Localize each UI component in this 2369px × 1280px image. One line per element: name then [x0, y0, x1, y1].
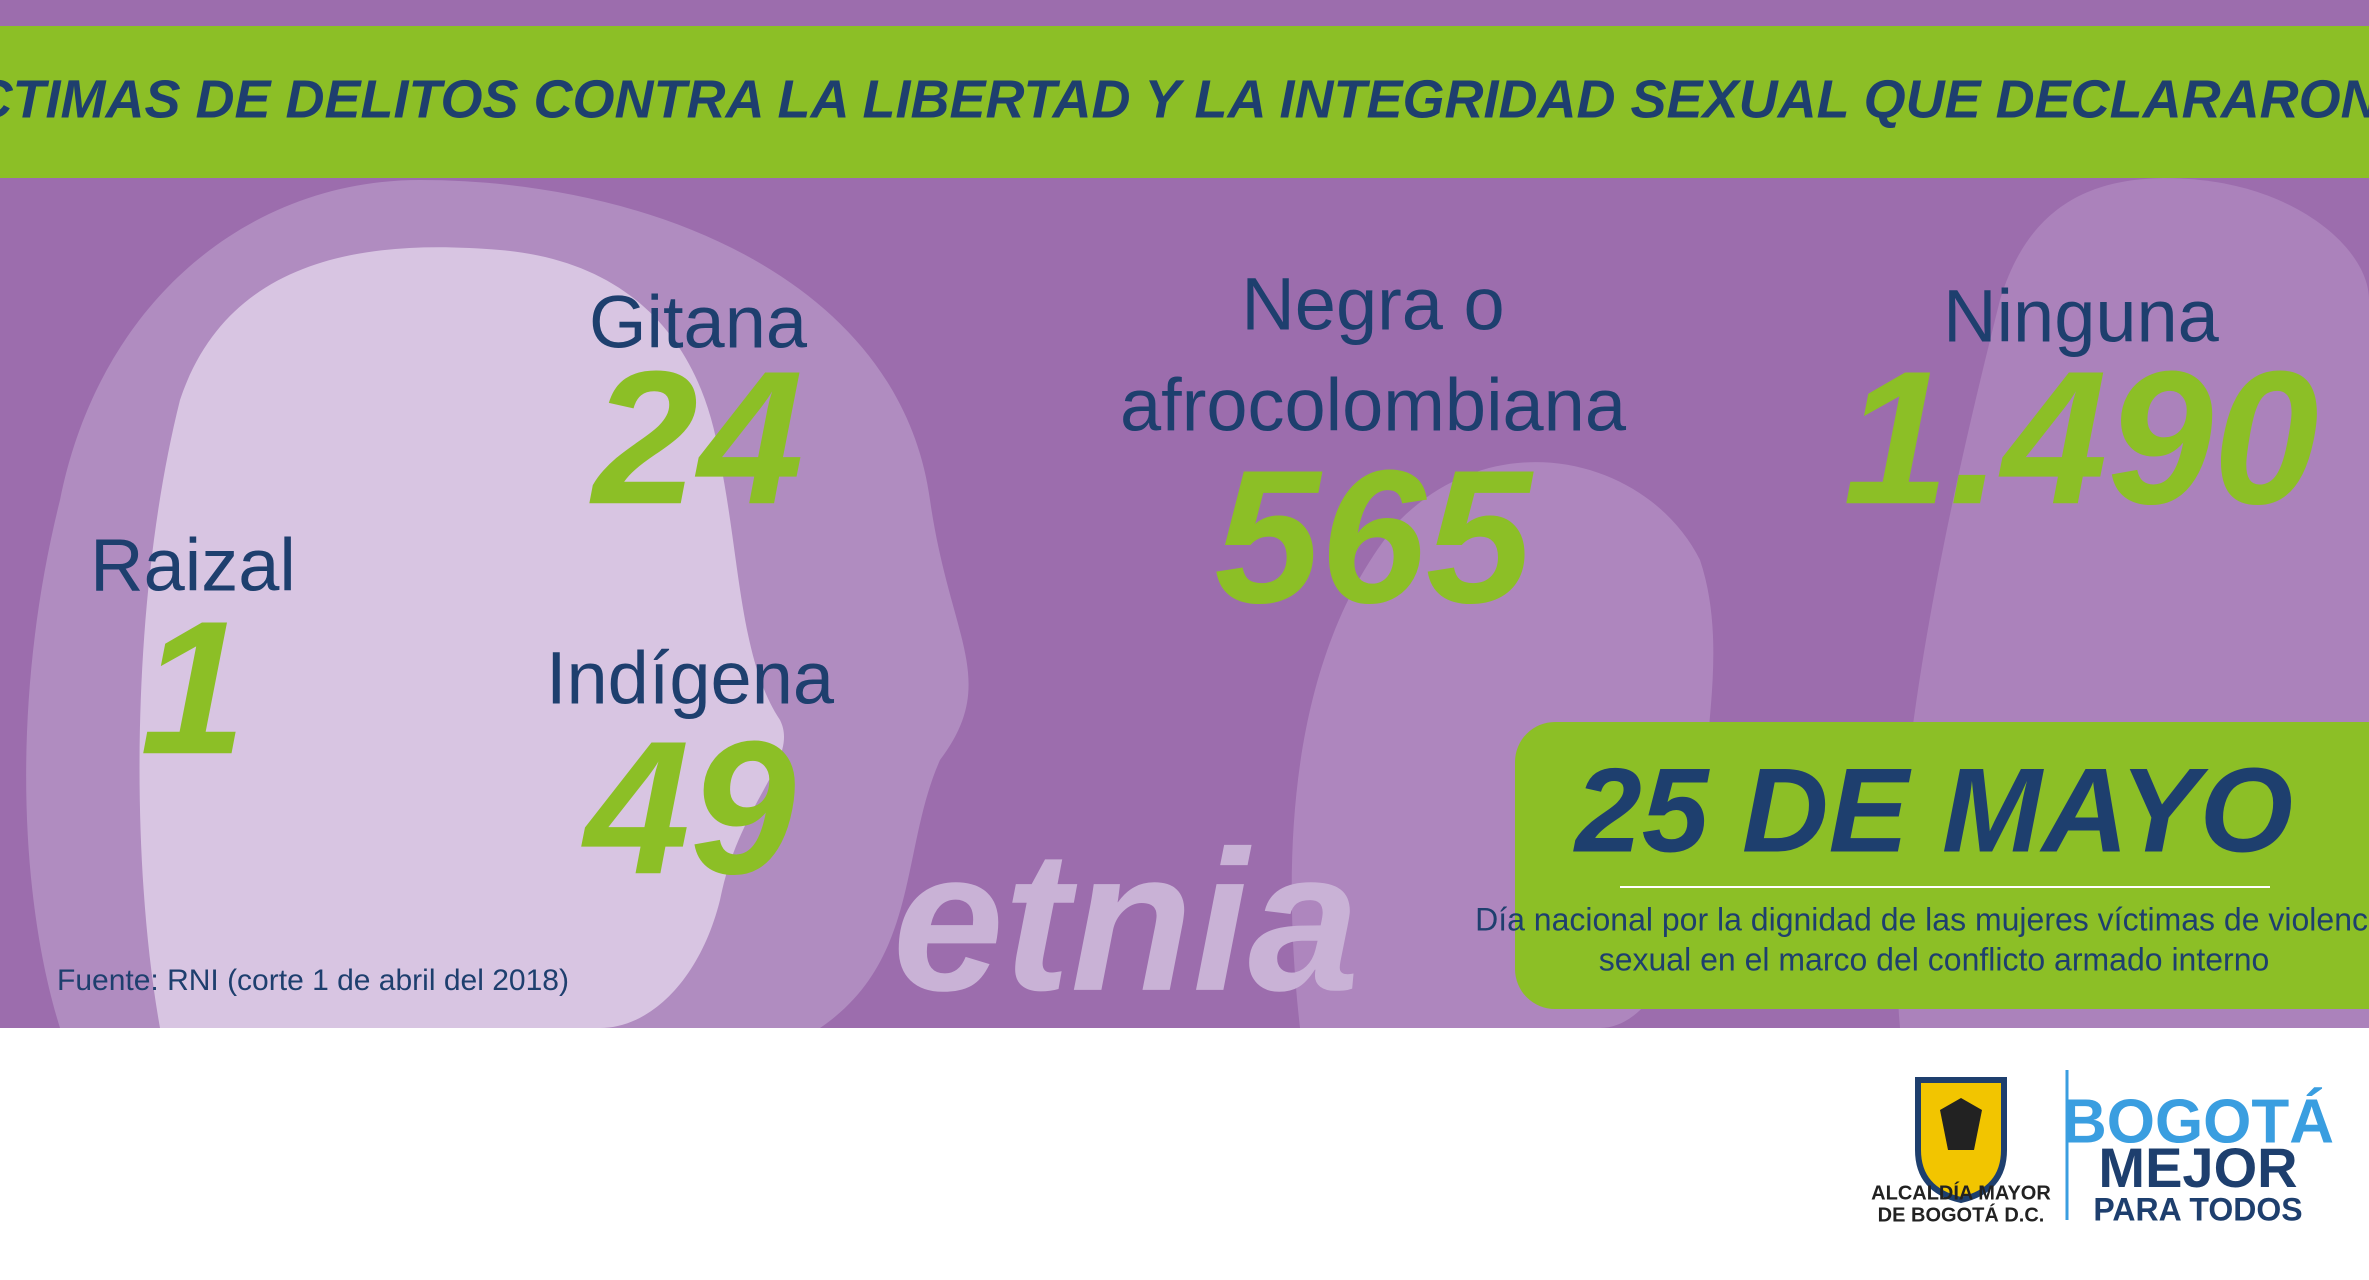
group-value: 49	[580, 702, 795, 914]
group-value: 565	[1214, 431, 1533, 643]
group-label: Indígena	[546, 637, 835, 720]
date-description: sexual en el marco del conflicto armado …	[1599, 941, 2270, 977]
title-banner	[0, 26, 2369, 178]
group-label: Gitana	[589, 281, 808, 364]
bogota-logo: BOGOTÁ	[2062, 1087, 2334, 1156]
title: MUJERES VÍCTIMAS DE DELITOS CONTRA LA LI…	[0, 69, 2369, 129]
group-label: Raizal	[90, 524, 296, 607]
group-label: afrocolombiana	[1120, 364, 1627, 447]
bogota-logo: MEJOR	[2098, 1136, 2297, 1199]
alcaldia-text: ALCALDÍA MAYOR	[1871, 1181, 2051, 1204]
bogota-logo: PARA TODOS	[2093, 1191, 2302, 1227]
source: Fuente: RNI (corte 1 de abril del 2018)	[57, 964, 569, 997]
date-description: Día nacional por la dignidad de las muje…	[1475, 901, 2369, 937]
alcaldia-text: DE BOGOTÁ D.C.	[1878, 1203, 2045, 1226]
group-value: 1	[140, 582, 246, 794]
alcaldia-logo: ALCALDÍA MAYOR DE BOGOTÁ D.C.	[1871, 1077, 2051, 1226]
group-label: Ninguna	[1943, 275, 2220, 358]
watermark: etnia	[893, 810, 1360, 1033]
date-box	[1515, 722, 2369, 1009]
date-title: 25 DE MAYO	[1573, 744, 2293, 878]
silhouettes	[26, 178, 2369, 1029]
group-label: Negra o	[1241, 263, 1504, 346]
group-value: 24	[589, 332, 803, 544]
group-value: 1.490	[1843, 332, 2318, 544]
